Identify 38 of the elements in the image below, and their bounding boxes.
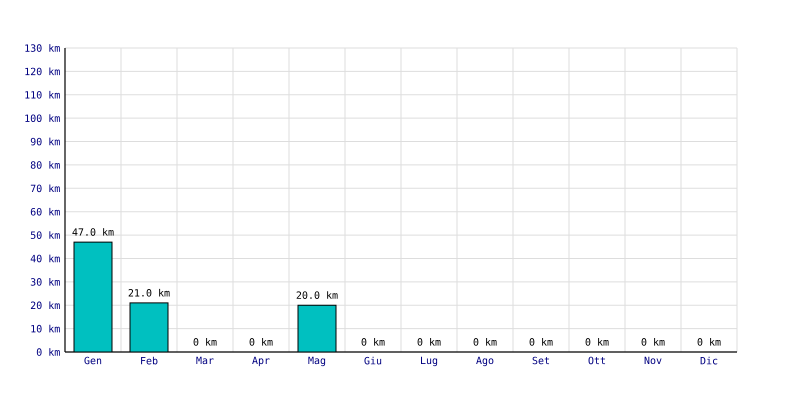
y-tick-label: 70 km bbox=[30, 184, 60, 192]
data-label: 0 km bbox=[586, 338, 609, 346]
x-tick-label: Feb bbox=[141, 356, 158, 364]
x-tick-label: Apr bbox=[252, 356, 270, 366]
x-tick-label: Lug bbox=[421, 356, 438, 366]
x-tick-label: Mag bbox=[308, 356, 326, 366]
x-tick-label: Dic bbox=[700, 356, 718, 364]
data-label: 20.0 km bbox=[296, 291, 338, 299]
x-tick-label: Ago bbox=[476, 356, 494, 366]
data-label: 0 km bbox=[418, 338, 441, 346]
y-tick-label: 90 km bbox=[30, 138, 60, 146]
y-tick-label: 80 km bbox=[30, 161, 60, 169]
y-tick-label: 10 km bbox=[31, 324, 60, 332]
x-tick-label: Giu bbox=[364, 356, 382, 364]
data-label: 0 km bbox=[250, 338, 273, 346]
y-tick-label: 60 km bbox=[30, 208, 60, 216]
x-tick-label: Set bbox=[532, 356, 550, 364]
data-label: 0 km bbox=[194, 338, 217, 346]
y-tick-label: 0 km bbox=[36, 348, 60, 356]
y-tick-label: 50 km bbox=[30, 231, 60, 239]
x-tick-label: Gen bbox=[84, 356, 102, 364]
y-tick-label: 110 km bbox=[25, 90, 60, 99]
data-label: 0 km bbox=[642, 338, 665, 346]
data-label: 21.0 km bbox=[128, 288, 170, 297]
y-tick-label: 120 km bbox=[25, 68, 60, 76]
x-tick-label: Ott bbox=[588, 356, 606, 364]
y-tick-label: 40 km bbox=[30, 254, 60, 262]
x-tick-label: Nov bbox=[644, 356, 662, 364]
y-tick-label: 100 km bbox=[25, 114, 60, 122]
data-label: 0 km bbox=[362, 338, 385, 346]
data-label: 47.0 km bbox=[72, 228, 114, 236]
y-tick-label: 20 km bbox=[30, 301, 60, 310]
data-label: 0 km bbox=[474, 338, 497, 346]
data-label: 0 km bbox=[530, 338, 553, 346]
x-tick-label: Mar bbox=[196, 356, 214, 364]
y-tick-label: 130 km bbox=[25, 44, 60, 52]
data-label: 0 km bbox=[698, 338, 721, 346]
y-tick-label: 30 km bbox=[30, 278, 60, 286]
